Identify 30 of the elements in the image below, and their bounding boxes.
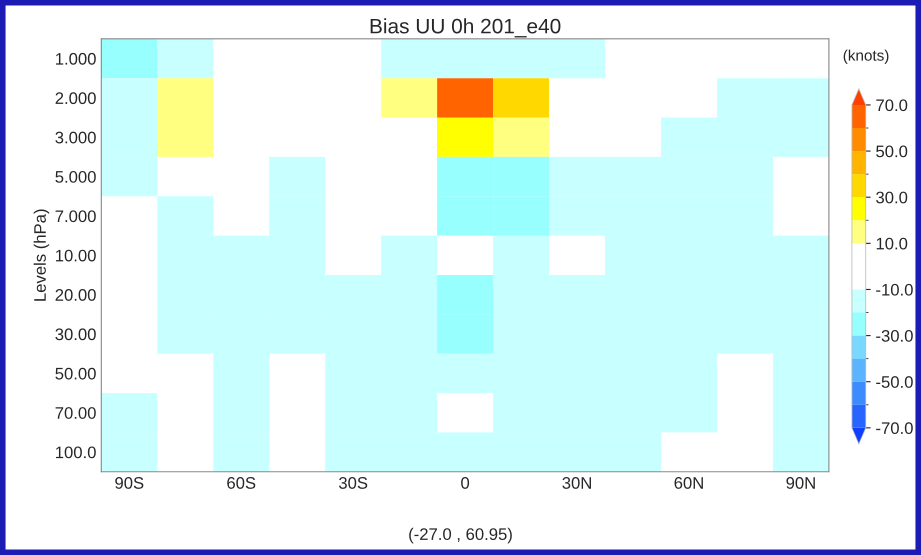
color-bar-label: 70.0: [876, 99, 908, 112]
color-bar-label: -50.0: [876, 376, 913, 388]
color-bar-label: -30.0: [876, 330, 913, 342]
x-tick-label: 60S: [227, 477, 256, 489]
x-tick-label: 30S: [338, 477, 368, 489]
y-axis-title: Levels (hPa): [34, 210, 50, 301]
y-tick-label: 3.000: [55, 132, 96, 144]
chart-title: Bias UU 0h 201_e40: [370, 18, 560, 38]
y-tick-label: 70.00: [56, 407, 96, 419]
color-bar-title: (knots): [844, 50, 888, 64]
y-tick-label: 100.0: [56, 446, 96, 458]
y-tick-label: 50.00: [55, 368, 96, 380]
color-bar-label: -10.0: [876, 284, 913, 296]
x-tick-label: 60N: [674, 477, 703, 489]
y-tick-label: 30.00: [55, 328, 96, 340]
color-bar-label: -70.0: [876, 422, 913, 434]
x-tick-label: 30N: [562, 477, 591, 489]
y-tick-label: 20.00: [56, 289, 96, 301]
y-tick-label: 10.00: [56, 250, 96, 262]
x-tick-label: 90S: [115, 477, 144, 489]
y-tick-label: 1.000: [56, 52, 96, 65]
y-tick-label: 2.000: [56, 92, 96, 104]
x-tick-label: 90N: [786, 477, 815, 489]
y-tick-label: 5.000: [55, 170, 96, 183]
color-bar-label: 50.0: [876, 145, 908, 158]
text: (-27.0 , 60.95): [409, 528, 512, 544]
color-bar-label: 10.0: [876, 238, 908, 250]
color-bar-label: 30.0: [876, 192, 908, 204]
y-tick-label: 7.000: [56, 210, 96, 222]
x-tick-label: 0: [461, 477, 470, 489]
